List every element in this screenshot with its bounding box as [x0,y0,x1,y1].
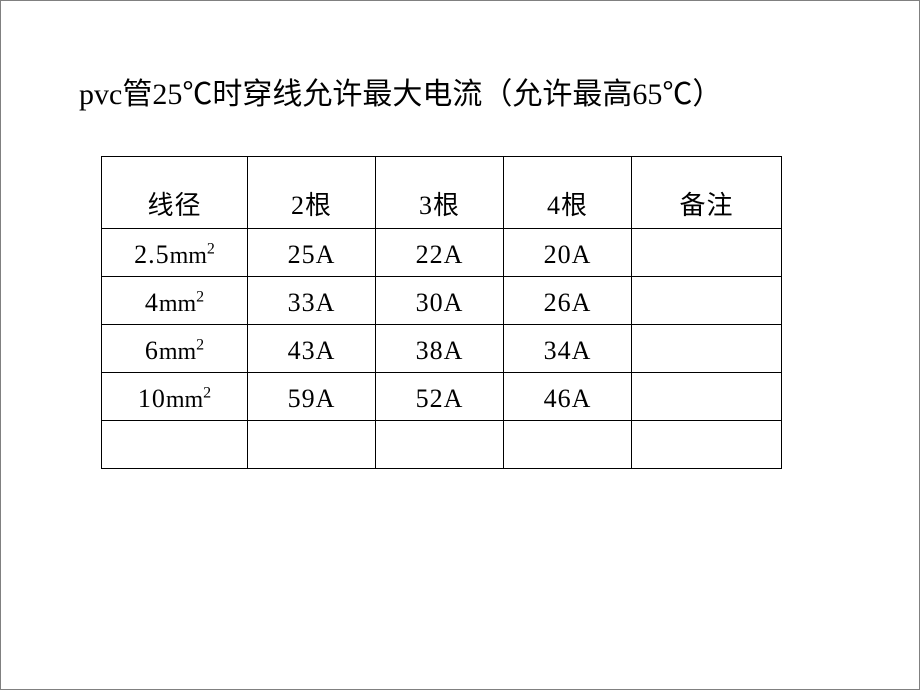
col-header-note: 备注 [632,157,782,229]
col-header-4: 4根 [504,157,632,229]
page: pvc管25℃时穿线允许最大电流（允许最高65℃） 线径 2根 3根 4根 备注… [0,0,920,690]
cell-size [102,421,248,469]
table-row: 6mm2 43A 38A 34A [102,325,782,373]
col-header-size: 线径 [102,157,248,229]
cell-4: 34A [504,325,632,373]
cell-4: 26A [504,277,632,325]
col-header-3: 3根 [376,157,504,229]
cell-4 [504,421,632,469]
cell-note [632,229,782,277]
table-header-row: 线径 2根 3根 4根 备注 [102,157,782,229]
table-row: 4mm2 33A 30A 26A [102,277,782,325]
col-header-2: 2根 [248,157,376,229]
cell-3: 52A [376,373,504,421]
table-container: 线径 2根 3根 4根 备注 2.5mm2 25A 22A 20A 4mm2 3… [101,156,782,469]
cell-2: 25A [248,229,376,277]
cell-size: 4mm2 [102,277,248,325]
cell-2: 33A [248,277,376,325]
table-row: 2.5mm2 25A 22A 20A [102,229,782,277]
cell-3: 38A [376,325,504,373]
cell-note [632,325,782,373]
cell-note [632,373,782,421]
cell-size: 10mm2 [102,373,248,421]
cell-size: 6mm2 [102,325,248,373]
table-row: 10mm2 59A 52A 46A [102,373,782,421]
cell-2 [248,421,376,469]
cell-size: 2.5mm2 [102,229,248,277]
current-table: 线径 2根 3根 4根 备注 2.5mm2 25A 22A 20A 4mm2 3… [101,156,782,469]
cell-note [632,421,782,469]
page-title: pvc管25℃时穿线允许最大电流（允许最高65℃） [79,69,722,113]
cell-4: 46A [504,373,632,421]
cell-note [632,277,782,325]
cell-2: 43A [248,325,376,373]
cell-3: 30A [376,277,504,325]
cell-3 [376,421,504,469]
table-row [102,421,782,469]
cell-3: 22A [376,229,504,277]
cell-4: 20A [504,229,632,277]
cell-2: 59A [248,373,376,421]
